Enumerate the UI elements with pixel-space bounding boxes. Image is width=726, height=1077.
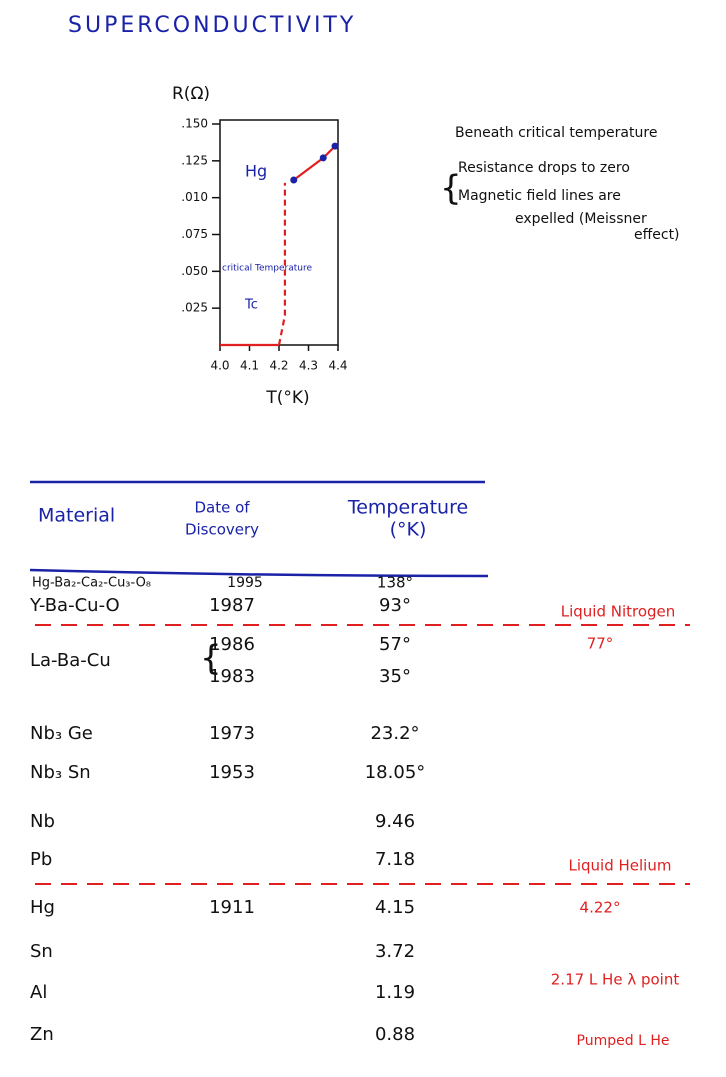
- material: Nb₃ Sn: [30, 762, 91, 783]
- note-heading: Beneath critical temperature: [455, 125, 657, 141]
- temperature: 4.15: [375, 897, 415, 918]
- plot-frame: [219, 119, 339, 346]
- material: Hg-Ba₂-Ca₂-Cu₃-O₈: [32, 576, 151, 591]
- y-tick-label: .010: [181, 190, 208, 204]
- material: Nb₃ Ge: [30, 723, 93, 744]
- data-line: [293, 145, 336, 181]
- temperature: 9.46: [375, 811, 415, 832]
- annotation: Tc: [244, 298, 258, 313]
- material: Y-Ba-Cu-O: [29, 595, 120, 616]
- column-header: Temperature: [347, 497, 468, 519]
- material: Pb: [30, 849, 52, 870]
- y-tick-label: .125: [181, 153, 208, 167]
- side-note: Liquid Helium: [569, 857, 672, 875]
- y-tick-label: .075: [181, 227, 208, 241]
- temperature: 35°: [379, 666, 411, 687]
- temperature: 57°: [379, 634, 411, 655]
- annotation: critical Temperature: [222, 264, 312, 274]
- temperature: 23.2°: [370, 723, 419, 744]
- temperature: 1.19: [375, 982, 415, 1003]
- temperature: 18.05°: [365, 762, 426, 783]
- material: Al: [30, 982, 47, 1003]
- date: 1995: [227, 575, 263, 591]
- temperature: 0.88: [375, 1024, 415, 1045]
- data-point: [331, 142, 339, 150]
- data-point: [319, 154, 327, 162]
- note: effect): [634, 227, 680, 243]
- annotation: Hg: [245, 162, 267, 181]
- note: expelled (Meissner: [515, 211, 647, 227]
- brace: {: [200, 639, 222, 679]
- note: Magnetic field lines are: [458, 188, 621, 204]
- y-tick-label: .025: [181, 301, 208, 315]
- brace: {: [440, 169, 462, 209]
- date: 1953: [209, 762, 255, 783]
- side-note: 77°: [587, 635, 614, 653]
- column-header: (°K): [390, 519, 427, 541]
- y-axis-label: R(Ω): [172, 84, 210, 104]
- material: Zn: [30, 1024, 54, 1045]
- y-tick-label: .050: [181, 264, 208, 278]
- note: Resistance drops to zero: [458, 160, 630, 176]
- date: 1911: [209, 897, 255, 918]
- rule: [29, 568, 489, 578]
- x-tick-label: 4.1: [240, 359, 259, 373]
- data-line: [277, 182, 286, 346]
- side-note: 4.22°: [580, 899, 621, 917]
- date: 1986: [209, 634, 255, 655]
- x-tick-label: 4.2: [269, 359, 288, 373]
- x-tick-label: 4.0: [210, 359, 229, 373]
- temperature: 7.18: [375, 849, 415, 870]
- x-tick-label: 4.3: [299, 359, 318, 373]
- date: 1973: [209, 723, 255, 744]
- temperature: 3.72: [375, 941, 415, 962]
- temperature: 93°: [379, 595, 411, 616]
- column-header: Date of: [194, 499, 250, 517]
- temperature: 138°: [377, 574, 413, 592]
- side-note: Pumped L He: [577, 1033, 670, 1049]
- date: 1987: [209, 595, 255, 616]
- material: Sn: [30, 941, 53, 962]
- material: Hg: [30, 897, 55, 918]
- column-header: Discovery: [185, 521, 259, 539]
- page-title: SUPERCONDUCTIVITY: [68, 13, 356, 38]
- y-tick-label: .150: [181, 117, 208, 131]
- column-header: Material: [38, 505, 115, 527]
- data-point: [290, 176, 298, 184]
- side-note: Liquid Nitrogen: [561, 603, 676, 621]
- date: 1983: [209, 666, 255, 687]
- material: Nb: [30, 811, 55, 832]
- x-axis-label: T(°K): [265, 388, 309, 408]
- material: La-Ba-Cu: [30, 650, 111, 671]
- x-tick-label: 4.4: [328, 359, 347, 373]
- side-note: 2.17 L He λ point: [551, 971, 680, 989]
